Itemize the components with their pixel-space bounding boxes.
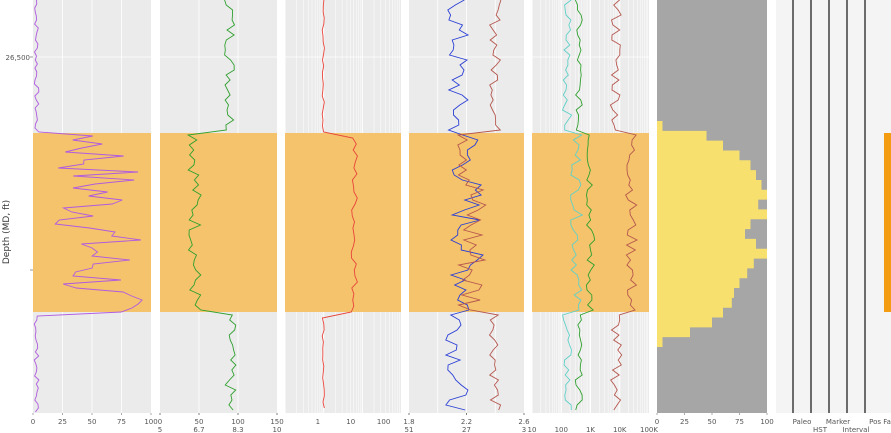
zone-band [532,133,649,312]
x-tick-label: 27 [462,426,471,433]
marker-sub-label: HST [813,426,828,433]
x-tick-label: 10 [346,418,355,426]
x-tick-label: 1K [586,426,595,433]
x-tick-label: 100 [144,418,157,426]
x-tick-label: 75 [117,418,126,426]
zone-band [160,133,277,312]
x-tick-label: 8.3 [232,426,243,433]
x-tick-label: 51 [405,426,414,433]
multi-log-curve-2 [574,0,596,411]
x-tick-label: 100 [377,418,390,426]
x-tick-label: 3 [522,426,526,433]
multi-log-curve-1 [561,0,584,411]
marker-label: Paleo [793,418,812,426]
resistivity-curve [321,0,358,409]
x-tick-label: 50 [88,418,97,426]
x-tick-label: 0 [158,418,162,426]
x-tick-label: 100 [231,418,244,426]
x-tick-label: 1 [316,418,320,426]
x-tick-label: 100 [760,418,773,426]
y-axis-title: Depth (MD, ft) [2,200,12,264]
sp-curve [186,0,237,411]
zone-band [285,133,401,312]
zone-band [33,133,151,312]
x-tick-label: 10K [613,426,627,433]
x-tick-label: 50 [195,418,204,426]
x-tick-label: 100 [555,426,568,433]
x-tick-label: 100K [640,426,658,433]
x-tick-label: 25 [58,418,67,426]
marker-label: Pos Fa [869,418,891,426]
density-curve [444,0,484,411]
marker-label: Marker [826,418,850,426]
fraction-yellow-area [657,121,767,347]
x-tick-label: 6.7 [193,426,204,433]
x-tick-label: 1.8 [403,418,414,426]
y-axis-tick-label: 26,500 [6,54,31,62]
x-tick-label: 2.2 [461,418,472,426]
x-tick-label: 10 [273,426,282,433]
curves [33,0,767,413]
x-tick-label: 25 [680,418,689,426]
x-tick-label: 2.6 [518,418,530,426]
x-tick-label: 75 [735,418,744,426]
marker-orange-block [884,133,891,312]
x-tick-label: 5 [158,426,162,433]
zone-bands [33,133,649,312]
x-tick-label: 0 [31,418,35,426]
multi-log-curve-3 [609,0,639,411]
x-tick-label: 10 [528,426,537,433]
porosity-curve [456,0,502,411]
gamma-ray-curve [33,0,143,413]
marker-panel-bg [776,0,891,413]
x-tick-label: 0 [655,418,659,426]
x-tick-label: 50 [708,418,717,426]
marker-sub-label: Interval [843,426,870,433]
x-tick-label: 150 [270,418,283,426]
